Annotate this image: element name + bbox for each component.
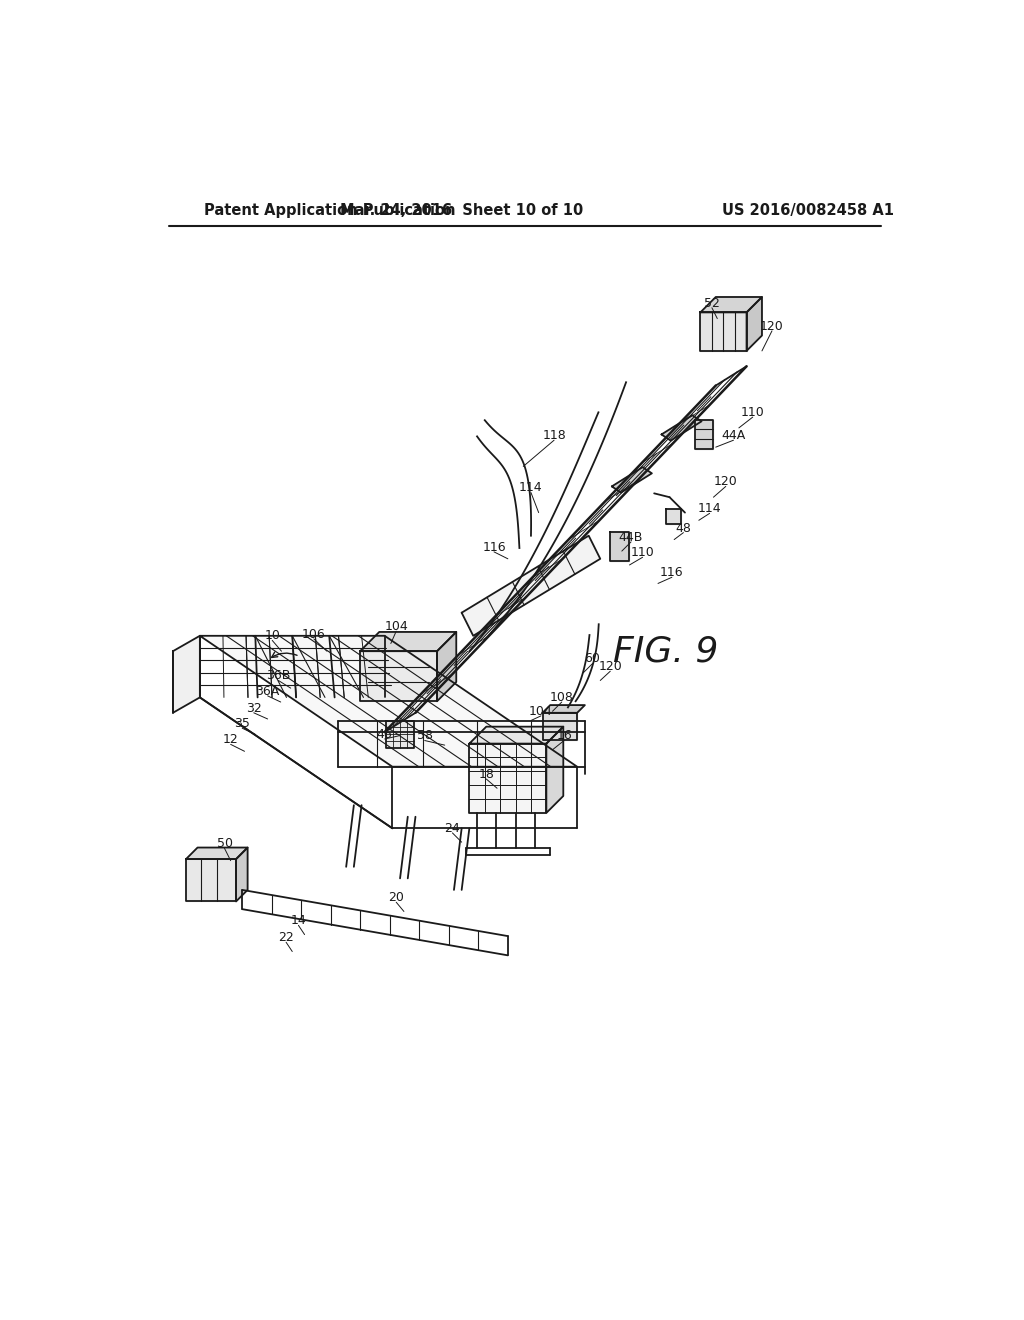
Polygon shape	[611, 467, 652, 492]
Text: 108: 108	[550, 690, 573, 704]
Text: FIG. 9: FIG. 9	[613, 634, 719, 668]
Text: 104: 104	[529, 705, 553, 718]
Text: 50: 50	[216, 837, 232, 850]
Polygon shape	[746, 297, 762, 351]
Polygon shape	[547, 726, 563, 813]
Text: 48: 48	[676, 521, 691, 535]
Text: Mar. 24, 2016  Sheet 10 of 10: Mar. 24, 2016 Sheet 10 of 10	[340, 203, 584, 218]
Text: 18: 18	[478, 768, 495, 781]
Text: 22: 22	[279, 931, 294, 944]
Text: 32: 32	[246, 702, 262, 714]
Text: 24: 24	[444, 822, 461, 834]
Text: 20: 20	[388, 891, 404, 904]
Polygon shape	[360, 651, 437, 701]
Text: 110: 110	[740, 407, 765, 418]
Text: 14: 14	[291, 915, 306, 927]
Text: 16: 16	[556, 730, 572, 742]
Polygon shape	[662, 416, 701, 441]
Text: 12: 12	[223, 733, 239, 746]
Text: 114: 114	[697, 502, 722, 515]
Text: Patent Application Publication: Patent Application Publication	[204, 203, 456, 218]
Text: 44B: 44B	[618, 531, 643, 544]
Polygon shape	[695, 420, 714, 449]
Polygon shape	[386, 721, 414, 748]
Text: 35: 35	[234, 717, 250, 730]
Text: 46: 46	[377, 727, 392, 741]
Polygon shape	[200, 636, 578, 767]
Text: 52: 52	[703, 297, 720, 310]
Polygon shape	[462, 536, 600, 636]
Text: US 2016/0082458 A1: US 2016/0082458 A1	[722, 203, 894, 218]
Text: 44A: 44A	[721, 429, 745, 442]
Polygon shape	[173, 636, 200, 713]
Text: 114: 114	[519, 482, 543, 495]
Polygon shape	[469, 726, 563, 743]
Text: 116: 116	[482, 541, 506, 554]
Text: 10: 10	[264, 630, 281, 643]
Text: 116: 116	[660, 566, 684, 579]
Polygon shape	[437, 632, 457, 701]
Polygon shape	[543, 705, 585, 713]
Text: 36B: 36B	[266, 669, 291, 682]
Polygon shape	[543, 713, 578, 739]
Text: 120: 120	[760, 319, 783, 333]
Text: 104: 104	[384, 620, 409, 634]
Polygon shape	[360, 632, 457, 651]
Polygon shape	[237, 847, 248, 902]
Polygon shape	[666, 508, 681, 524]
Polygon shape	[700, 313, 746, 351]
Text: 60: 60	[585, 652, 600, 665]
Text: 118: 118	[542, 429, 566, 442]
Polygon shape	[186, 847, 248, 859]
Polygon shape	[610, 532, 629, 561]
Text: 120: 120	[598, 660, 623, 673]
Text: 106: 106	[302, 628, 326, 640]
Polygon shape	[186, 859, 237, 902]
Text: 110: 110	[631, 546, 654, 560]
Text: 120: 120	[714, 475, 737, 488]
Text: 36A: 36A	[256, 685, 280, 698]
Polygon shape	[469, 743, 547, 813]
Text: 58: 58	[417, 730, 433, 742]
Polygon shape	[700, 297, 762, 313]
